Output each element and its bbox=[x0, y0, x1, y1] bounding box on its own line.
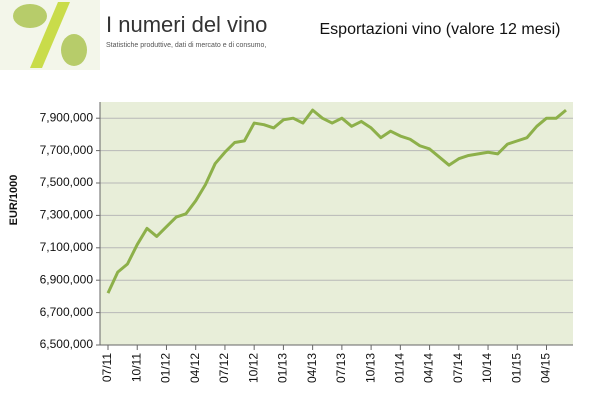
y-tick-label: 7,900,000 bbox=[40, 110, 94, 124]
x-tick-label: 10/13 bbox=[363, 353, 377, 383]
brand-tagline: Statistiche produttive, dati di mercato … bbox=[106, 42, 266, 49]
x-tick-label: 07/14 bbox=[451, 353, 465, 383]
x-tick-label: 04/13 bbox=[305, 353, 319, 383]
percent-stroke bbox=[30, 2, 70, 68]
y-tick-label: 6,900,000 bbox=[40, 272, 94, 286]
data-line bbox=[106, 108, 567, 294]
chart-title: Esportazioni vino (valore 12 mesi) bbox=[320, 21, 561, 38]
x-tick-label: 10/12 bbox=[246, 353, 260, 383]
grape bbox=[13, 4, 47, 28]
y-tick-label: 6,700,000 bbox=[40, 305, 94, 319]
x-tick-label: 07/11 bbox=[100, 353, 114, 382]
x-tick-label: 07/13 bbox=[334, 353, 348, 383]
x-tick-label: 10/11 bbox=[129, 353, 143, 382]
y-tick-label: 7,500,000 bbox=[40, 175, 94, 189]
x-tick-label: 01/13 bbox=[276, 353, 290, 383]
y-tick-label: 7,300,000 bbox=[40, 208, 94, 222]
y-axis-label: EUR/1000 bbox=[8, 175, 20, 226]
x-tick-label: 07/12 bbox=[217, 353, 231, 383]
x-tick-label: 04/15 bbox=[539, 353, 553, 383]
y-tick-label: 7,100,000 bbox=[40, 240, 94, 254]
x-tick-label: 01/12 bbox=[159, 353, 173, 383]
x-tick-label: 10/14 bbox=[480, 353, 494, 383]
grape bbox=[61, 34, 87, 66]
x-tick-label: 01/15 bbox=[509, 353, 523, 383]
y-tick-label: 6,500,000 bbox=[40, 337, 94, 351]
plot-area bbox=[100, 102, 573, 345]
y-tick-label: 7,700,000 bbox=[40, 143, 94, 157]
brand-name: I numeri del vino bbox=[106, 12, 267, 37]
x-tick-label: 01/14 bbox=[393, 353, 407, 383]
x-tick-label: 04/12 bbox=[188, 353, 202, 383]
logo: I numeri del vino Statistiche produttive… bbox=[0, 0, 267, 70]
x-tick-label: 04/14 bbox=[422, 353, 436, 383]
